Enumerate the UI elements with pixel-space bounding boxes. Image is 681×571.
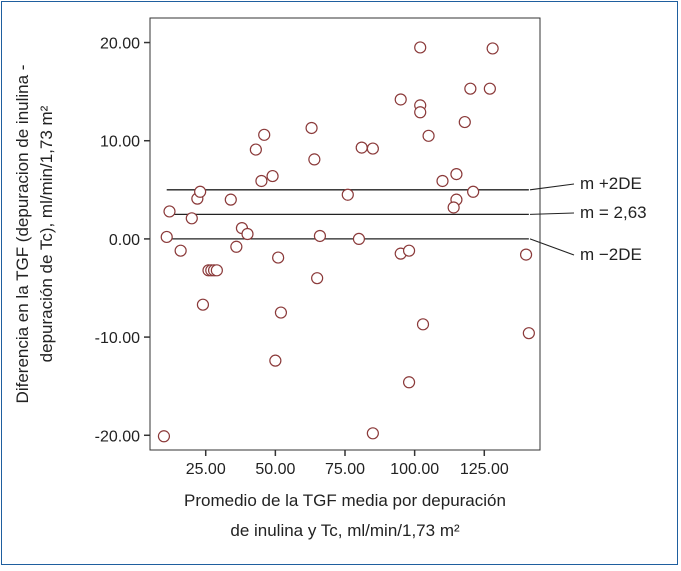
data-point xyxy=(163,205,176,218)
data-point xyxy=(519,248,533,261)
x-tick-label: 75.00 xyxy=(325,461,365,478)
reference-line-label: m +2DE xyxy=(580,174,642,193)
data-point xyxy=(414,106,427,119)
data-point xyxy=(305,121,318,135)
data-point xyxy=(341,188,354,201)
x-tick-label: 125.00 xyxy=(460,461,509,478)
data-point xyxy=(447,201,460,214)
data-point xyxy=(366,427,379,440)
data-point xyxy=(196,298,210,311)
data-point xyxy=(185,212,198,225)
data-point xyxy=(483,82,496,95)
data-point xyxy=(249,143,262,156)
data-point xyxy=(160,230,173,244)
data-point xyxy=(224,193,237,206)
data-point xyxy=(258,128,271,141)
data-point xyxy=(422,129,435,142)
data-point xyxy=(272,251,285,264)
x-tick-label: 25.00 xyxy=(186,461,226,478)
y-tick-label: 10.00 xyxy=(100,134,140,151)
data-point xyxy=(194,185,207,198)
data-point xyxy=(355,141,368,154)
data-point xyxy=(486,42,499,55)
y-tick-label: 0.00 xyxy=(109,232,140,249)
x-axis-title: de inulina y Tc, ml/min/1,73 m² xyxy=(230,521,460,540)
data-point xyxy=(274,306,288,319)
reference-line-label: m = 2,63 xyxy=(580,203,647,222)
data-point xyxy=(402,244,416,257)
data-point xyxy=(269,354,282,367)
plot-area xyxy=(149,17,541,451)
data-point xyxy=(366,142,379,155)
data-point xyxy=(464,82,477,95)
data-point xyxy=(402,376,416,389)
reference-line-leader xyxy=(529,183,575,191)
y-tick-label: -20.00 xyxy=(95,428,140,445)
data-point xyxy=(436,174,449,188)
data-point xyxy=(313,229,327,243)
data-point xyxy=(352,232,366,246)
data-point xyxy=(394,93,407,106)
y-tick-label: -10.00 xyxy=(95,330,140,347)
data-point xyxy=(266,169,279,183)
x-tick-label: 100.00 xyxy=(390,461,439,478)
reference-line-leader xyxy=(529,238,575,256)
data-point xyxy=(458,115,471,129)
data-point xyxy=(210,264,223,277)
data-point xyxy=(174,244,187,257)
y-axis-title: Diferencia en la TGF (depuracion de inul… xyxy=(13,65,32,404)
y-tick-label: 20.00 xyxy=(100,36,140,53)
x-tick-label: 50.00 xyxy=(255,461,295,478)
data-point xyxy=(311,272,324,285)
reference-line-label: m −2DE xyxy=(580,245,642,264)
data-point xyxy=(522,327,535,340)
data-point xyxy=(450,168,463,181)
data-point xyxy=(467,185,480,198)
x-axis-title: Promedio de la TGF media por depuración xyxy=(184,491,506,510)
data-point xyxy=(241,227,254,241)
data-point xyxy=(414,41,427,54)
data-point xyxy=(157,430,171,443)
reference-line-leader xyxy=(529,212,575,215)
y-axis-title: depuración de Tc), ml/min/1,73 m² xyxy=(37,105,56,362)
data-point xyxy=(416,318,430,331)
data-point xyxy=(230,240,243,253)
data-point xyxy=(308,153,321,166)
data-point xyxy=(255,174,268,188)
